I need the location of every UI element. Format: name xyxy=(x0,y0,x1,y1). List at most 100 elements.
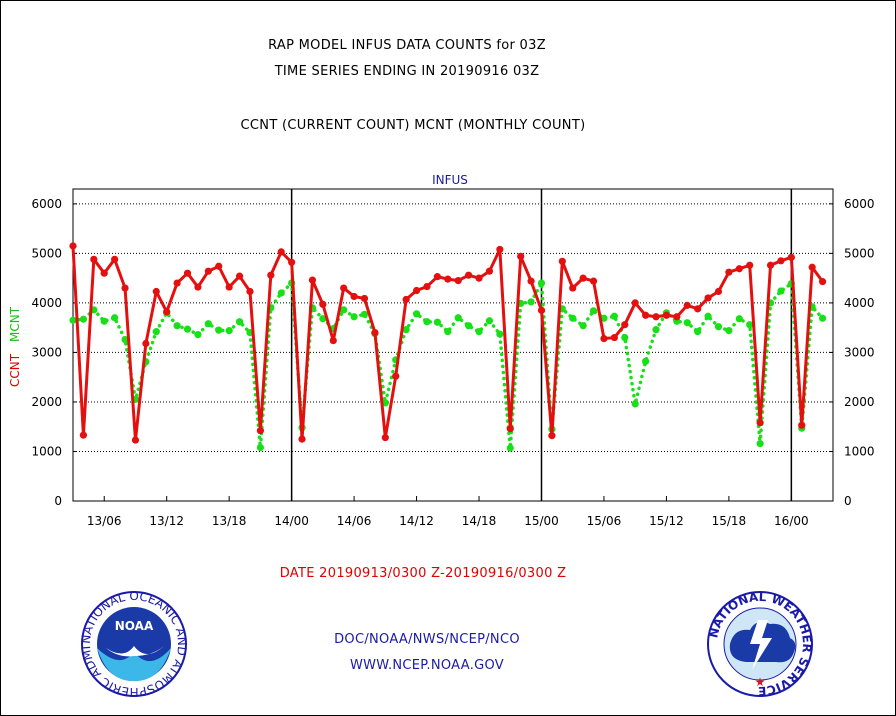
x-tick-label: 14/18 xyxy=(462,514,497,528)
data-point-ccnt xyxy=(756,419,764,427)
data-point-mcnt xyxy=(746,321,754,329)
data-point-ccnt xyxy=(798,421,806,429)
data-point-mcnt xyxy=(256,443,264,452)
data-point-ccnt xyxy=(569,284,577,292)
data-point-mcnt xyxy=(725,327,733,335)
series-ccnt xyxy=(69,242,827,444)
y-tick-label-right: 0 xyxy=(844,494,852,508)
series-mcnt xyxy=(69,279,827,452)
y-tick-label-left: 2000 xyxy=(31,395,62,409)
data-point-ccnt xyxy=(465,271,473,279)
data-point-ccnt xyxy=(485,267,494,275)
data-point-mcnt xyxy=(340,306,348,314)
x-tick-label: 14/12 xyxy=(399,514,434,528)
data-point-ccnt xyxy=(766,261,775,269)
series-line-mcnt xyxy=(71,281,825,450)
data-point-mcnt xyxy=(402,326,410,334)
data-point-ccnt xyxy=(558,257,566,265)
plot-border xyxy=(72,188,834,502)
data-point-ccnt xyxy=(631,299,639,307)
data-point-mcnt xyxy=(423,318,431,326)
y-tick-label-right: 4000 xyxy=(844,296,875,310)
data-point-ccnt xyxy=(288,258,296,266)
svg-text:★: ★ xyxy=(755,675,766,689)
data-point-ccnt xyxy=(527,277,535,285)
data-point-ccnt xyxy=(610,333,618,342)
data-point-mcnt xyxy=(444,328,452,336)
chart-title: INFUS xyxy=(432,173,468,187)
data-point-ccnt xyxy=(350,292,358,301)
website-link[interactable]: WWW.NCEP.NOAA.GOV xyxy=(349,658,505,673)
data-point-mcnt xyxy=(704,312,712,320)
x-tick-label: 15/18 xyxy=(712,514,747,528)
data-point-ccnt xyxy=(537,306,546,314)
x-tick-label: 15/12 xyxy=(649,514,684,528)
data-point-ccnt xyxy=(360,294,369,303)
data-point-mcnt xyxy=(173,322,181,330)
data-point-ccnt xyxy=(183,269,192,277)
data-point-ccnt xyxy=(787,253,795,261)
data-point-ccnt xyxy=(381,434,389,442)
noaa-logo: NOAA NATIONAL OCEANIC AND ATMOSPHERIC AD… xyxy=(80,590,188,698)
chart-subtitle: CCNT (CURRENT COUNT) MCNT (MONTHLY COUNT… xyxy=(240,118,586,133)
data-point-ccnt xyxy=(163,308,171,316)
data-point-ccnt xyxy=(725,268,733,276)
data-point-ccnt xyxy=(454,277,462,285)
data-point-ccnt xyxy=(818,278,827,286)
data-point-mcnt xyxy=(642,357,650,365)
data-point-mcnt xyxy=(319,315,327,323)
data-point-ccnt xyxy=(121,284,129,292)
data-point-ccnt xyxy=(142,339,150,348)
data-point-mcnt xyxy=(194,331,202,339)
data-point-ccnt xyxy=(340,284,348,292)
data-point-mcnt xyxy=(79,315,88,323)
data-point-ccnt xyxy=(673,313,681,321)
data-point-mcnt xyxy=(527,298,535,306)
y-axis-label-mcnt: MCNT xyxy=(8,306,22,342)
data-point-ccnt xyxy=(131,436,140,444)
data-point-ccnt xyxy=(444,275,452,283)
data-point-ccnt xyxy=(746,261,754,269)
x-tick-label: 14/06 xyxy=(337,514,372,528)
data-point-mcnt xyxy=(277,289,285,297)
data-point-ccnt xyxy=(589,277,598,285)
data-point-ccnt xyxy=(267,271,275,279)
data-point-ccnt xyxy=(235,272,244,280)
data-point-ccnt xyxy=(412,286,421,295)
noaa-logo-label: NOAA xyxy=(115,619,154,633)
data-point-ccnt xyxy=(215,262,223,270)
data-point-ccnt xyxy=(204,267,212,275)
data-point-ccnt xyxy=(246,287,254,296)
data-point-ccnt xyxy=(111,255,119,263)
data-point-ccnt xyxy=(506,425,514,433)
title-line-1: RAP MODEL INFUS DATA COUNTS for 03Z xyxy=(268,38,546,53)
data-point-mcnt xyxy=(412,310,421,318)
data-point-mcnt xyxy=(475,328,483,336)
data-point-mcnt xyxy=(569,314,577,322)
data-point-ccnt xyxy=(735,265,743,273)
data-point-ccnt xyxy=(652,313,660,321)
data-point-ccnt xyxy=(277,248,285,256)
data-point-ccnt xyxy=(694,305,702,313)
data-point-mcnt xyxy=(111,314,119,322)
data-point-ccnt xyxy=(69,242,77,250)
data-point-mcnt xyxy=(152,328,160,336)
data-point-mcnt xyxy=(756,439,764,448)
data-point-mcnt xyxy=(506,444,514,452)
data-point-ccnt xyxy=(319,300,327,308)
data-point-ccnt xyxy=(517,252,525,260)
data-point-mcnt xyxy=(215,326,223,334)
nws-logo: ★ NATIONAL WEATHER SERVICE xyxy=(706,590,814,698)
data-point-mcnt xyxy=(235,318,244,326)
x-tick-label: 15/06 xyxy=(587,514,622,528)
data-point-mcnt xyxy=(69,316,77,324)
data-point-mcnt xyxy=(121,335,129,344)
data-point-ccnt xyxy=(402,295,410,304)
data-point-ccnt xyxy=(256,427,264,435)
data-point-ccnt xyxy=(496,245,504,254)
data-point-ccnt xyxy=(423,282,431,291)
y-tick-label-left: 4000 xyxy=(31,296,62,310)
data-point-ccnt xyxy=(704,294,712,302)
data-point-mcnt xyxy=(694,328,702,336)
